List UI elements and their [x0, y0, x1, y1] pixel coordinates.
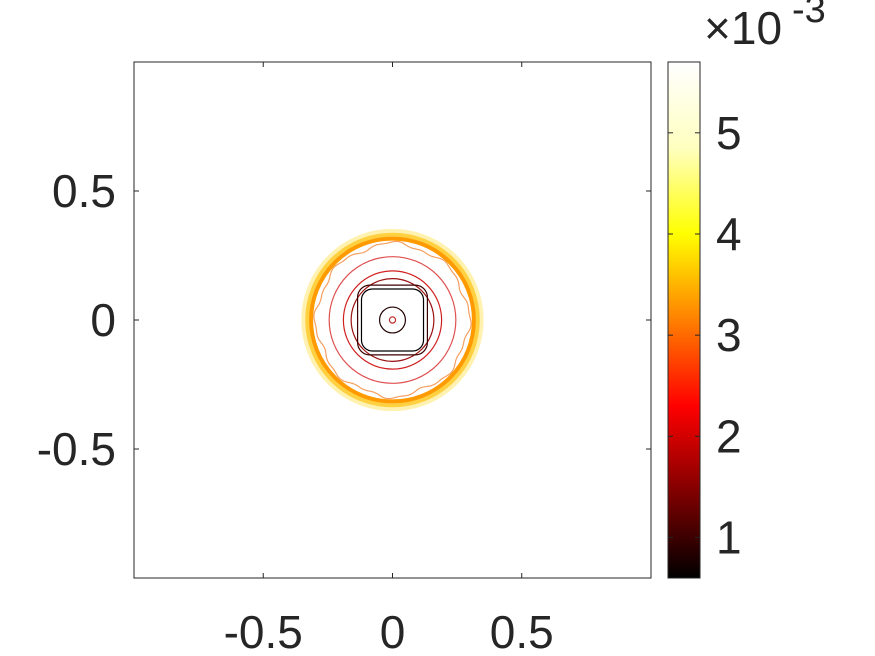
plot-area: [134, 62, 651, 578]
x-tick-label: -0.5: [224, 606, 303, 656]
colorbar-tick-label: 2: [716, 410, 742, 462]
contour-line: [297, 224, 488, 416]
y-tick-label: 0.5: [52, 165, 116, 217]
contour-line: [357, 284, 428, 356]
contour-line: [309, 236, 476, 404]
colorbar-tick-label: 3: [716, 309, 742, 361]
contour-line: [301, 228, 484, 412]
colorbar-exponent-base: ×10: [704, 2, 782, 54]
y-tick-labels: -0.5 0 0.5: [37, 165, 116, 475]
contour-line: [378, 306, 407, 334]
colorbar-tick-marks: [668, 132, 700, 539]
colorbar-tick-label: 4: [716, 208, 742, 260]
contour-line: [313, 240, 472, 400]
tick-marks: [134, 62, 651, 578]
colorbar-exponent-power: -3: [792, 0, 826, 31]
y-tick-label: -0.5: [37, 423, 116, 475]
colorbar-exponent: ×10 -3: [704, 0, 826, 54]
colorbar-tick-label: 5: [716, 107, 742, 159]
colorbar-tick-labels: 1 2 3 4 5: [716, 107, 742, 564]
x-tick-labels: -0.5 0 0.5: [224, 606, 554, 656]
x-tick-label: 0.5: [490, 606, 554, 656]
contour-line: [388, 316, 397, 324]
colorbar: [667, 61, 701, 579]
colorbar-tick-label: 1: [716, 512, 742, 564]
x-tick-label: 0: [380, 606, 406, 656]
contour-line: [328, 256, 457, 384]
contour-line: [360, 288, 425, 352]
contour-line: [350, 278, 435, 362]
contour-line: [342, 270, 443, 370]
y-tick-label: 0: [90, 294, 116, 346]
contour-layer: [297, 224, 488, 416]
contour-line: [305, 232, 480, 408]
